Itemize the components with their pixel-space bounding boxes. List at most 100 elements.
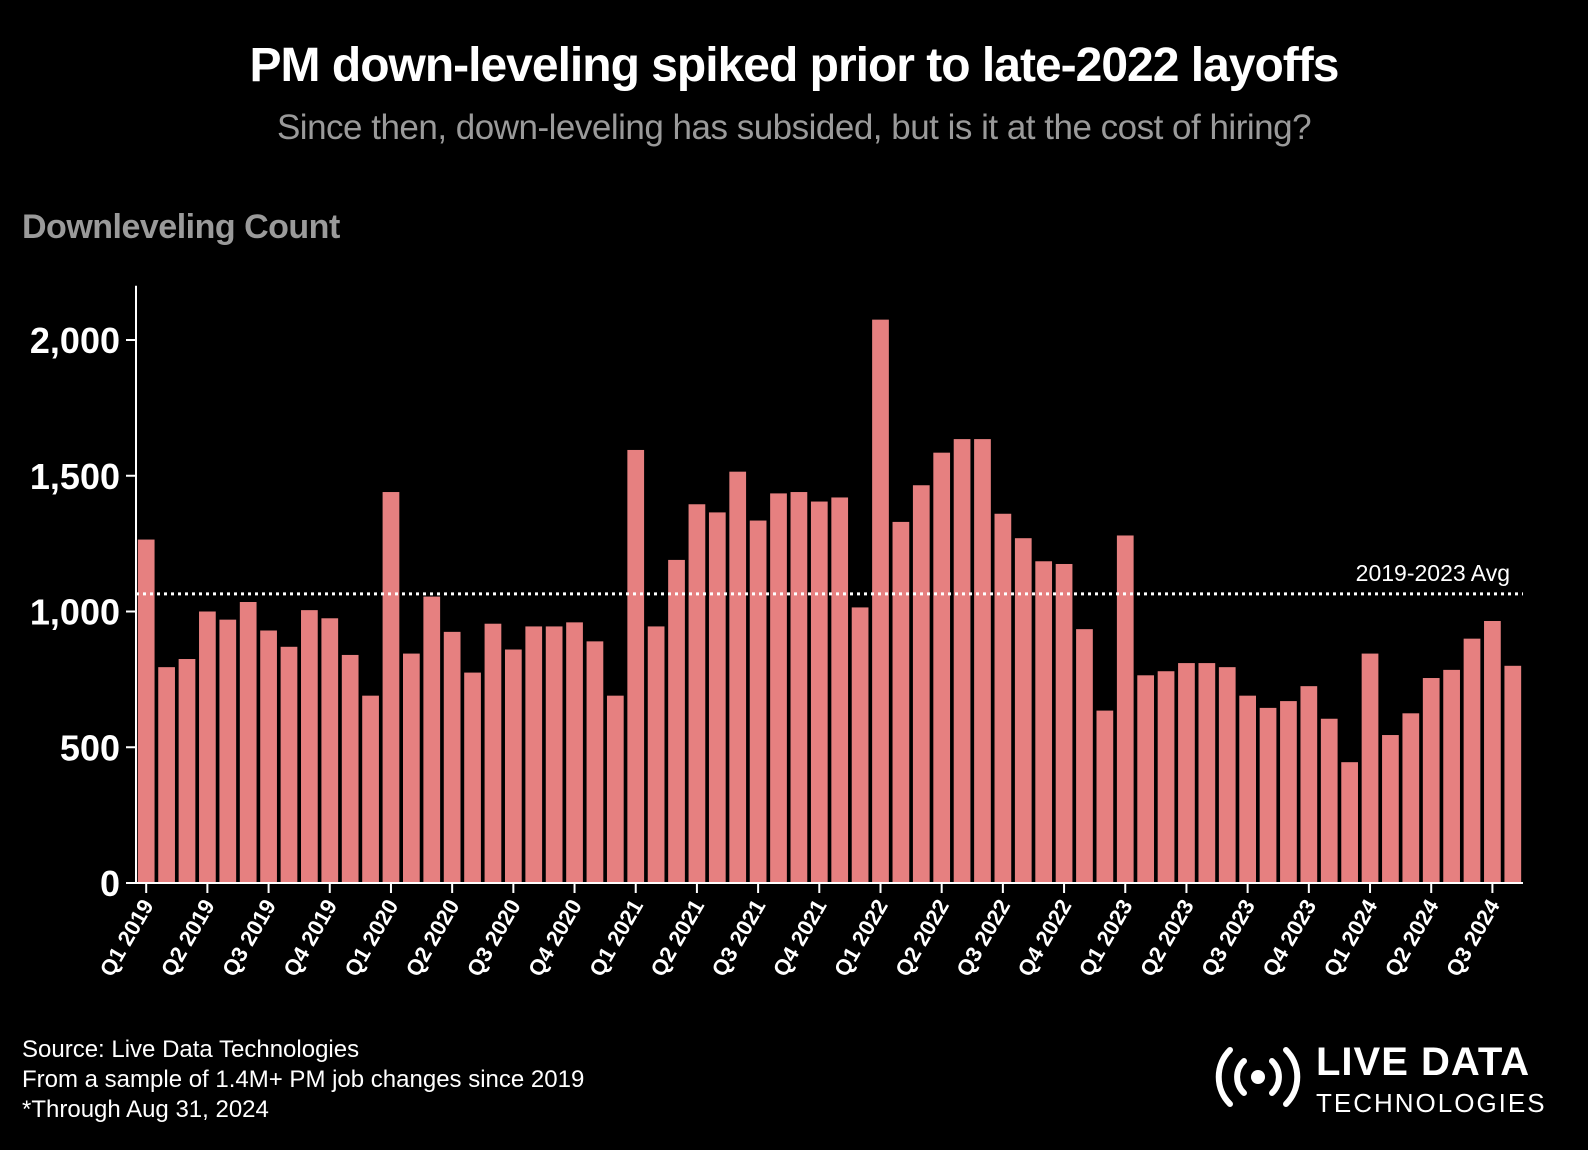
bar — [158, 667, 175, 883]
bar — [1178, 663, 1195, 883]
bar — [1361, 653, 1379, 883]
bar — [994, 513, 1012, 883]
chart-subtitle: Since then, down-leveling has subsided, … — [276, 108, 1312, 147]
bar — [1014, 538, 1032, 883]
bar — [953, 439, 971, 883]
bar — [892, 521, 910, 883]
x-tick-label: Q1 2019 — [95, 895, 159, 981]
bar — [1463, 638, 1481, 883]
bar — [1422, 678, 1440, 883]
bar — [851, 607, 869, 883]
y-tick-label: 0 — [100, 863, 120, 904]
x-tick-label: Q2 2023 — [1135, 895, 1199, 981]
logo-wordmark: LIVE DATA — [1316, 1040, 1531, 1084]
x-tick-label: Q1 2020 — [339, 895, 403, 981]
broadcast-icon — [1215, 1047, 1301, 1107]
bar — [178, 659, 196, 883]
bar — [606, 695, 624, 883]
bar — [280, 646, 298, 883]
bar — [525, 626, 543, 883]
bar — [137, 539, 155, 883]
bar — [1076, 629, 1093, 883]
bar — [1157, 671, 1175, 883]
bar — [1259, 707, 1277, 883]
bar — [1300, 686, 1318, 883]
bar — [321, 618, 339, 883]
logo-subword: TECHNOLOGIES — [1316, 1088, 1547, 1118]
bar — [362, 695, 379, 883]
source-line: Source: Live Data Technologies — [22, 1036, 360, 1063]
bar — [770, 493, 787, 883]
date-note: *Through Aug 31, 2024 — [22, 1096, 269, 1123]
x-tick-label: Q2 2024 — [1380, 894, 1444, 980]
x-tick-label: Q4 2019 — [278, 895, 342, 981]
bar — [199, 611, 216, 883]
average-reference-label: 2019-2023 Avg — [1356, 560, 1510, 586]
x-tick-label: Q3 2019 — [217, 895, 281, 981]
bar — [1443, 669, 1460, 883]
x-tick-label: Q3 2023 — [1196, 895, 1260, 981]
x-tick-label: Q2 2022 — [890, 895, 954, 981]
bar — [1116, 535, 1134, 883]
bar — [423, 596, 441, 883]
bar — [1382, 735, 1399, 883]
chart-title: PM down-leveling spiked prior to late-20… — [249, 39, 1340, 92]
x-tick-label: Q1 2024 — [1318, 894, 1382, 980]
x-tick-label: Q4 2023 — [1257, 895, 1321, 981]
bar — [708, 512, 726, 883]
y-tick-label: 1,000 — [30, 592, 120, 633]
x-tick-label: Q1 2022 — [829, 895, 893, 981]
x-tick-label: Q4 2022 — [1013, 895, 1077, 981]
bar — [974, 439, 991, 883]
bar — [402, 653, 420, 883]
y-tick-label: 2,000 — [30, 320, 120, 361]
bar — [1402, 713, 1420, 883]
bar — [1218, 667, 1236, 883]
bar — [443, 631, 461, 883]
bar — [1320, 718, 1338, 883]
bar — [1035, 561, 1053, 883]
bar — [301, 610, 318, 883]
sample-note: From a sample of 1.4M+ PM job changes si… — [22, 1066, 585, 1093]
x-tick-label: Q3 2024 — [1441, 894, 1505, 980]
bar — [668, 559, 685, 883]
bar — [688, 504, 706, 883]
bar — [1484, 621, 1501, 883]
bar — [1239, 695, 1257, 883]
y-tick-label: 500 — [60, 727, 120, 768]
x-tick-label: Q4 2020 — [523, 895, 587, 981]
bar — [586, 641, 604, 883]
bar — [872, 319, 889, 883]
bar — [729, 471, 747, 883]
x-tick-label: Q3 2021 — [707, 895, 771, 981]
bar — [219, 619, 237, 883]
bar — [260, 630, 277, 883]
bar — [933, 452, 951, 883]
bar — [1198, 663, 1216, 883]
bar — [912, 485, 930, 883]
x-tick-label: Q4 2021 — [768, 895, 832, 981]
bar — [504, 649, 522, 883]
x-tick-label: Q1 2023 — [1074, 895, 1138, 981]
bar — [749, 520, 767, 883]
x-tick-label: Q3 2022 — [951, 895, 1015, 981]
bar — [1096, 710, 1114, 883]
bar — [790, 492, 808, 883]
bar — [810, 501, 828, 883]
x-tick-label: Q2 2020 — [401, 895, 465, 981]
bar — [341, 654, 359, 883]
bar — [1055, 563, 1073, 883]
bar — [464, 672, 481, 883]
bar — [1341, 762, 1358, 883]
bar — [1504, 665, 1522, 883]
y-tick-label: 1,500 — [30, 456, 120, 497]
x-tick-label: Q3 2020 — [462, 895, 526, 981]
bar — [1280, 701, 1297, 883]
bar — [831, 497, 849, 883]
bar — [627, 449, 645, 883]
bar — [545, 626, 563, 883]
y-axis-label: Downleveling Count — [22, 208, 340, 246]
bar — [1137, 675, 1155, 883]
bar — [566, 622, 583, 883]
